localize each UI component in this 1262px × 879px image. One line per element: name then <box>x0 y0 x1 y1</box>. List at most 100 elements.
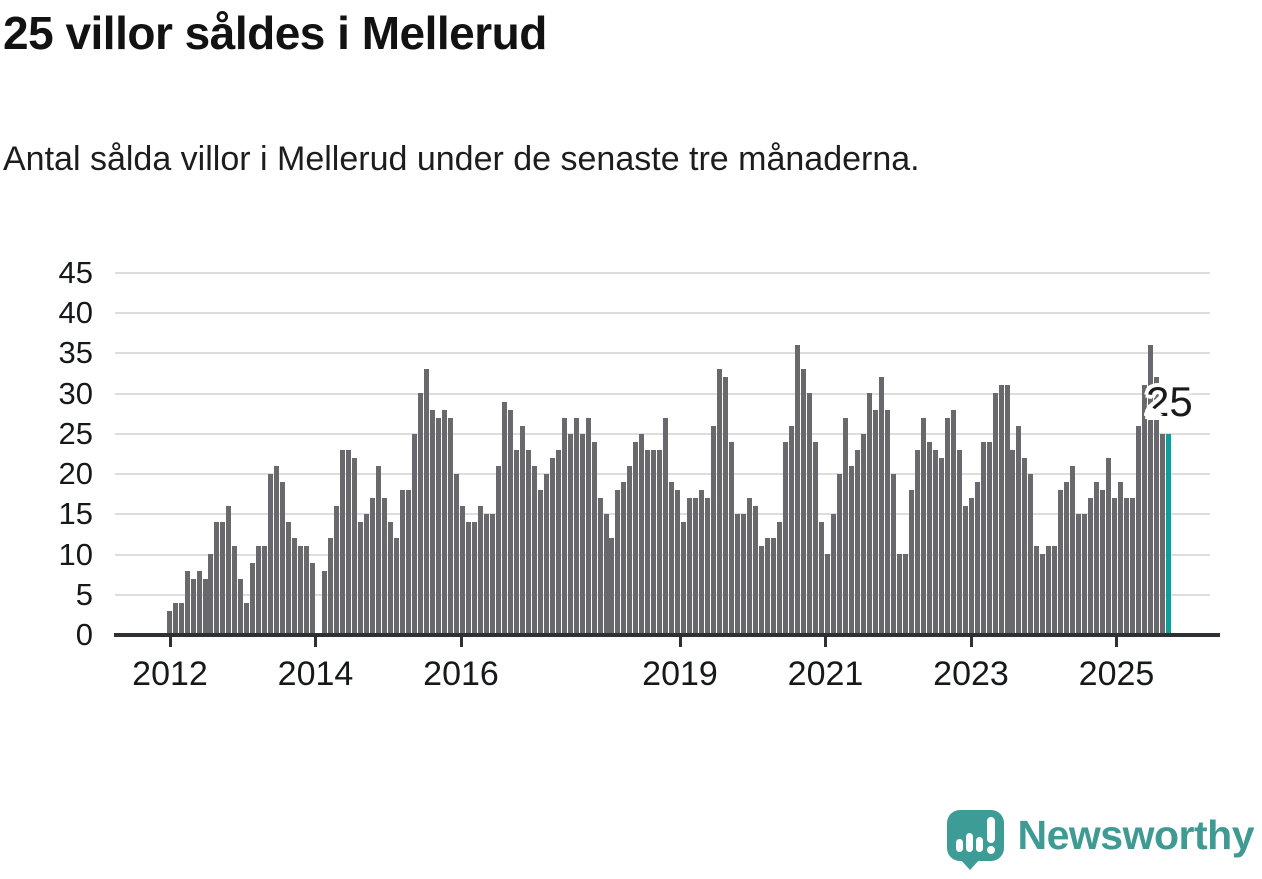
x-axis-tick <box>168 637 172 647</box>
x-axis-tick <box>678 637 682 647</box>
bar <box>938 458 944 635</box>
newsworthy-logo-icon <box>946 810 1004 870</box>
bar <box>795 345 801 635</box>
bar <box>1136 426 1142 635</box>
bar <box>669 482 675 635</box>
bar <box>801 369 806 635</box>
bar <box>322 571 328 635</box>
bar <box>824 554 830 635</box>
bar <box>705 498 711 635</box>
bar <box>1004 385 1010 635</box>
bar <box>908 490 914 635</box>
bar <box>190 579 196 635</box>
bar <box>980 442 986 635</box>
gridline <box>115 432 1210 435</box>
x-axis-tick <box>969 637 973 647</box>
bar <box>202 579 208 635</box>
bar <box>639 434 645 635</box>
y-axis-tick-label: 5 <box>75 576 93 612</box>
exclamation-dot-icon <box>986 846 995 854</box>
y-axis-tick-label: 0 <box>75 617 93 652</box>
bar <box>537 490 543 635</box>
x-axis-tick-label: 2014 <box>277 655 354 693</box>
bar <box>830 514 836 635</box>
bar <box>1160 434 1166 635</box>
bar <box>663 418 669 635</box>
bar <box>280 482 286 635</box>
speech-bubble-tail <box>958 858 981 870</box>
exclamation-icon <box>986 817 995 843</box>
bar <box>328 538 334 635</box>
y-axis-tick-label: 15 <box>58 496 93 532</box>
bar <box>1124 498 1130 635</box>
bar <box>765 538 771 635</box>
bar <box>675 490 681 635</box>
bar <box>423 369 429 635</box>
bar <box>609 538 615 635</box>
gridline <box>115 593 1210 596</box>
bar <box>920 418 926 635</box>
x-axis-tick <box>1115 637 1118 647</box>
bar <box>585 418 591 635</box>
bar <box>992 393 998 635</box>
bar <box>232 546 238 635</box>
gridline <box>115 392 1210 395</box>
gridline <box>115 553 1210 556</box>
bar <box>615 490 621 635</box>
bar <box>1052 546 1058 635</box>
bar <box>687 498 693 635</box>
bar <box>902 554 908 635</box>
bar <box>268 474 274 635</box>
logo-chart-bar-icon <box>965 833 973 852</box>
bar <box>238 579 244 635</box>
bar <box>896 554 902 635</box>
bar <box>429 410 435 635</box>
bar <box>292 538 298 635</box>
x-axis-tick <box>314 637 317 647</box>
bar <box>627 466 633 635</box>
x-axis-tick-label: 2021 <box>787 655 864 693</box>
bar <box>471 522 477 635</box>
bar <box>914 450 920 635</box>
bar <box>968 498 974 635</box>
bar <box>1142 385 1148 635</box>
bar <box>836 474 842 635</box>
bar <box>166 611 172 635</box>
bar <box>818 522 824 635</box>
bar <box>304 546 310 635</box>
bar <box>806 393 812 635</box>
bar <box>567 434 573 635</box>
x-axis-line <box>114 633 1220 637</box>
bar <box>370 498 376 635</box>
bar <box>860 434 866 635</box>
bar <box>1082 514 1088 635</box>
newsworthy-logo-text: Newsworthy <box>1017 812 1255 858</box>
bar <box>244 603 250 635</box>
bar <box>435 418 441 635</box>
gridline <box>115 473 1210 475</box>
x-axis-tick-label: 2012 <box>132 655 208 693</box>
bar <box>495 466 501 635</box>
bar <box>759 546 765 635</box>
y-axis-tick-label: 40 <box>58 295 93 330</box>
bar <box>711 426 717 635</box>
y-axis-tick-label: 35 <box>58 335 93 371</box>
bar <box>382 498 388 635</box>
bar <box>717 369 723 635</box>
bar <box>1076 514 1082 635</box>
bar <box>507 410 513 635</box>
y-axis-tick-label: 45 <box>58 254 93 290</box>
bar <box>543 474 549 635</box>
bar <box>1088 498 1094 635</box>
bar <box>489 514 495 635</box>
bar <box>723 377 729 635</box>
bar <box>872 410 878 635</box>
bar <box>932 450 938 635</box>
x-axis-tick-label: 2019 <box>642 655 718 693</box>
bar <box>483 514 489 635</box>
bar <box>286 522 292 635</box>
gridline <box>115 352 1210 355</box>
bar <box>411 434 417 635</box>
gridline <box>115 513 1210 516</box>
